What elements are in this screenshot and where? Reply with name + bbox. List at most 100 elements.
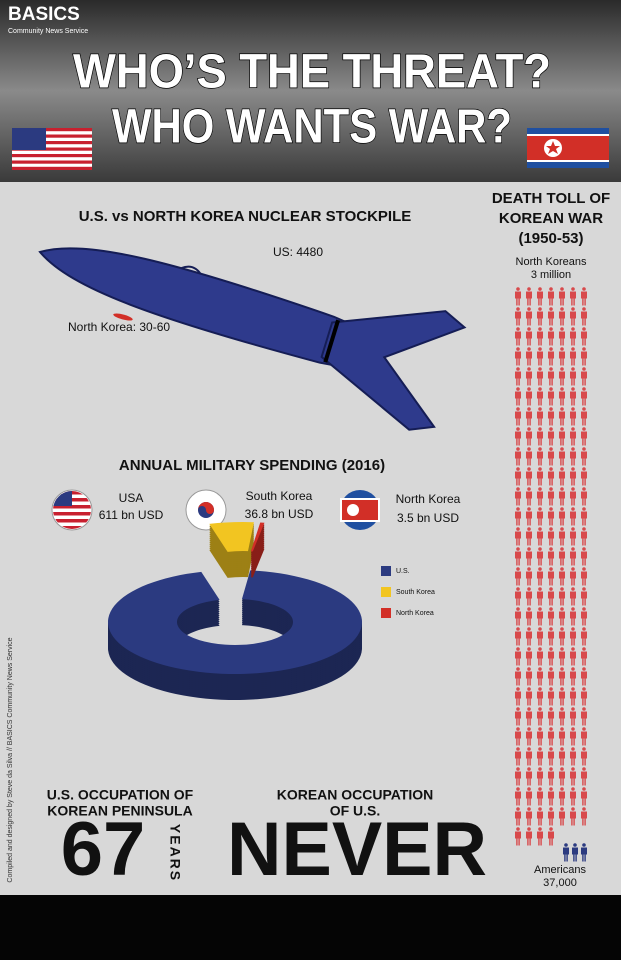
person-icon: [525, 507, 532, 526]
person-icon: [580, 467, 587, 486]
person-icon: [525, 387, 532, 406]
person-icon: [558, 767, 565, 786]
legend-label: North Korea: [396, 610, 434, 617]
person-icon: [525, 667, 532, 686]
person-icon: [525, 487, 532, 506]
donut-segment: [250, 522, 265, 578]
person-icon: [569, 427, 576, 446]
person-icon: [558, 447, 565, 466]
person-icon: [514, 827, 521, 846]
person-icon: [536, 767, 543, 786]
person-icon: [514, 287, 521, 306]
person-icon: [580, 687, 587, 706]
person-icon: [514, 587, 521, 606]
person-icon: [580, 547, 587, 566]
person-icon: [536, 307, 543, 326]
person-icon: [525, 547, 532, 566]
country-label: USA: [119, 491, 144, 505]
person-icon: [569, 667, 576, 686]
country-label: South Korea: [246, 489, 313, 503]
person-icon: [514, 427, 521, 446]
nk-stockpile-label: North Korea: 30-60: [68, 320, 170, 334]
legend-label: South Korea: [396, 589, 435, 596]
person-icon: [514, 407, 521, 426]
person-icon: [580, 667, 587, 686]
person-icon: [580, 367, 587, 386]
person-icon: [514, 347, 521, 366]
person-icon: [525, 807, 532, 826]
person-icon: [514, 547, 521, 566]
person-icon: [580, 843, 587, 862]
us-stockpile-label: US: 4480: [273, 245, 323, 259]
person-icon: [558, 527, 565, 546]
people-icons: [514, 287, 587, 862]
north-korea-badge: [340, 490, 380, 530]
person-icon: [536, 607, 543, 626]
person-icon: [536, 807, 543, 826]
person-icon: [547, 807, 554, 826]
amount-label: 611 bn USD: [99, 508, 164, 522]
person-icon: [558, 667, 565, 686]
person-icon: [536, 707, 543, 726]
person-icon: [525, 447, 532, 466]
person-icon: [547, 687, 554, 706]
person-icon: [536, 687, 543, 706]
donut-chart: [107, 522, 363, 701]
title-line: WHO’S THE THREAT?: [73, 46, 551, 99]
person-icon: [525, 587, 532, 606]
person-icon: [547, 607, 554, 626]
occupation-title: KOREAN OCCUPATION: [277, 787, 434, 803]
person-icon: [514, 747, 521, 766]
nk-flag: [527, 128, 609, 168]
person-icon: [569, 767, 576, 786]
death-toll-title: DEATH TOLL OF: [492, 190, 610, 207]
person-icon: [571, 843, 578, 862]
person-icon: [569, 647, 576, 666]
person-icon: [514, 727, 521, 746]
person-icon: [569, 287, 576, 306]
person-icon: [547, 327, 554, 346]
person-icon: [536, 667, 543, 686]
person-icon: [547, 747, 554, 766]
person-icon: [525, 747, 532, 766]
person-icon: [525, 367, 532, 386]
person-icon: [569, 507, 576, 526]
person-icon: [514, 647, 521, 666]
person-icon: [580, 747, 587, 766]
person-icon: [525, 687, 532, 706]
person-icon: [514, 527, 521, 546]
person-icon: [547, 767, 554, 786]
person-icon: [547, 507, 554, 526]
person-icon: [580, 787, 587, 806]
donut-top: [209, 522, 254, 552]
person-icon: [569, 807, 576, 826]
person-icon: [558, 507, 565, 526]
spending-title: ANNUAL MILITARY SPENDING (2016): [119, 457, 385, 474]
person-icon: [558, 747, 565, 766]
person-icon: [569, 407, 576, 426]
person-icon: [536, 367, 543, 386]
us-deaths-value: 37,000: [543, 877, 577, 889]
person-icon: [580, 607, 587, 626]
amount-label: 3.5 bn USD: [397, 511, 459, 525]
person-icon: [525, 347, 532, 366]
person-icon: [536, 527, 543, 546]
person-icon: [536, 347, 543, 366]
person-icon: [569, 627, 576, 646]
person-icon: [580, 647, 587, 666]
person-icon: [525, 707, 532, 726]
person-icon: [580, 727, 587, 746]
person-icon: [547, 487, 554, 506]
person-icon: [536, 287, 543, 306]
occupation-title: OF U.S.: [330, 803, 381, 819]
person-icon: [558, 787, 565, 806]
person-icon: [558, 487, 565, 506]
donut-segment: [209, 522, 254, 578]
person-icon: [558, 327, 565, 346]
person-icon: [580, 807, 587, 826]
person-icon: [580, 587, 587, 606]
person-icon: [558, 687, 565, 706]
years-unit: YEARS: [167, 824, 183, 882]
person-icon: [558, 387, 565, 406]
